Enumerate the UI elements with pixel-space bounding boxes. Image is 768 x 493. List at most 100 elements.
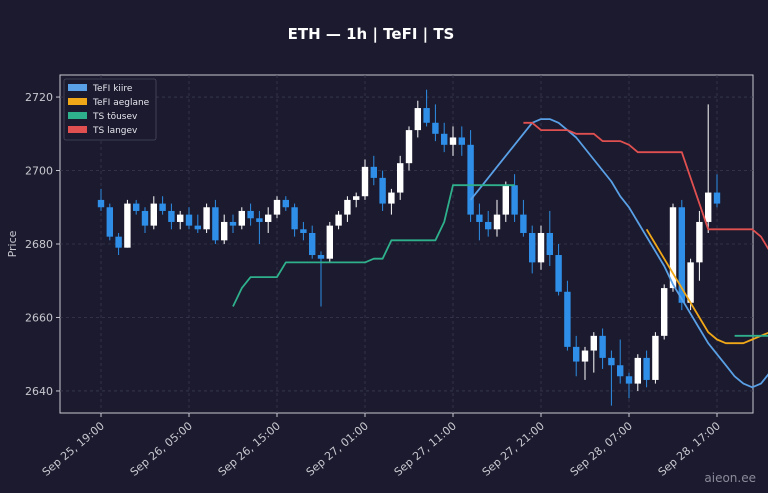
candle-body — [449, 137, 457, 145]
candle-body — [634, 357, 641, 384]
candle-body — [203, 207, 210, 230]
candle-body — [502, 185, 509, 215]
legend-box — [63, 78, 157, 141]
candle-body — [291, 207, 298, 230]
candle-body — [405, 130, 413, 164]
candle-body — [150, 203, 157, 226]
y-tick-label: 2640 — [25, 385, 53, 398]
candle-body — [159, 203, 166, 211]
y-tick-label: 2700 — [25, 165, 53, 178]
x-tick-label: Sep 25, 19:00 — [40, 419, 107, 478]
candle-body — [168, 210, 175, 222]
candles — [97, 89, 721, 406]
candle-body — [643, 357, 650, 380]
candle-body — [238, 210, 245, 226]
candle-body — [476, 214, 483, 222]
candle-body — [485, 221, 492, 230]
candle-body — [441, 133, 448, 145]
legend-swatch — [68, 98, 87, 105]
x-tick-label: Sep 28, 17:00 — [656, 419, 723, 478]
candle-body — [273, 199, 281, 215]
candle-body — [177, 214, 184, 222]
candle-body — [661, 288, 668, 336]
y-tick-label: 2720 — [25, 91, 53, 104]
candle-body — [106, 207, 113, 237]
candle-body — [713, 192, 721, 204]
candle-body — [388, 192, 395, 204]
candle-body — [599, 335, 606, 358]
candle-body — [379, 177, 386, 204]
candle-body — [309, 232, 316, 256]
chart-title: ETH — 1h | TeFI | TS — [288, 25, 455, 44]
y-tick-label: 2660 — [25, 311, 53, 324]
x-tick-label: Sep 28, 07:00 — [568, 419, 635, 478]
candle-body — [705, 192, 712, 222]
candle-body — [608, 357, 615, 366]
legend-label: TS langev — [92, 126, 138, 136]
candle-body — [625, 376, 633, 384]
y-axis-label: Price — [6, 230, 19, 257]
legend-swatch — [68, 126, 87, 133]
candle-body — [678, 207, 685, 303]
candle-body — [97, 199, 105, 208]
candle-body — [397, 163, 404, 193]
candle-body — [529, 232, 536, 263]
candle-body — [652, 335, 659, 380]
candle-body — [493, 214, 501, 230]
series-line-tefi-kiire — [469, 118, 768, 389]
legend-swatch — [68, 112, 87, 119]
candle-body — [696, 221, 703, 263]
candle-body — [326, 225, 333, 259]
candle-body — [194, 225, 201, 230]
candle-body — [317, 255, 325, 259]
candle-body — [247, 210, 254, 219]
x-tick-label: Sep 26, 05:00 — [128, 419, 195, 478]
candle-body — [467, 144, 474, 215]
candle-body — [414, 108, 421, 131]
candle-body — [423, 108, 430, 123]
candle-body — [229, 221, 237, 226]
candle-body — [511, 185, 518, 215]
candle-body — [581, 350, 589, 362]
candle-body — [141, 210, 149, 226]
candle-body — [212, 207, 219, 241]
candle-body — [124, 203, 131, 248]
candle-body — [256, 218, 263, 222]
candle-body — [687, 262, 694, 303]
candle-body — [265, 214, 272, 222]
series-line-ts-langev — [523, 121, 768, 251]
candle-body — [546, 232, 553, 256]
candle-body — [458, 137, 465, 145]
candle-body — [115, 236, 122, 248]
x-tick-label: Sep 27, 21:00 — [480, 419, 547, 478]
candle-body — [669, 207, 677, 289]
candle-body — [185, 214, 193, 226]
candle-body — [344, 199, 351, 215]
candle-body — [537, 232, 545, 263]
candle-body — [221, 221, 228, 241]
legend-label: TS tõusev — [92, 112, 138, 122]
candle-body — [617, 365, 624, 377]
candle-body — [573, 346, 580, 362]
x-tick-label: Sep 27, 11:00 — [392, 419, 459, 478]
legend: TeFI kiire TeFI aeglane TS tõusev TS langev — [63, 78, 157, 141]
axis-ticks: 2640 2660 2680 2700 2720 Sep 25, 19:00 Sep 26,… — [25, 91, 723, 479]
x-tick-label: Sep 27, 01:00 — [304, 419, 371, 478]
candle-body — [564, 291, 571, 347]
candle-body — [282, 199, 289, 208]
candle-body — [520, 214, 527, 233]
candle-body — [590, 335, 597, 351]
candle-body — [353, 196, 360, 200]
candle-body — [133, 203, 140, 211]
x-tick-label: Sep 26, 15:00 — [216, 419, 283, 478]
candle-body — [370, 166, 377, 178]
y-tick-label: 2680 — [25, 238, 53, 251]
candle-body — [361, 166, 369, 197]
candle-body — [300, 229, 307, 233]
candle-body — [335, 214, 342, 226]
legend-label: TeFI aeglane — [92, 98, 150, 108]
indicator-lines — [232, 118, 768, 389]
candle-body — [555, 255, 562, 292]
candle-body — [432, 122, 439, 134]
